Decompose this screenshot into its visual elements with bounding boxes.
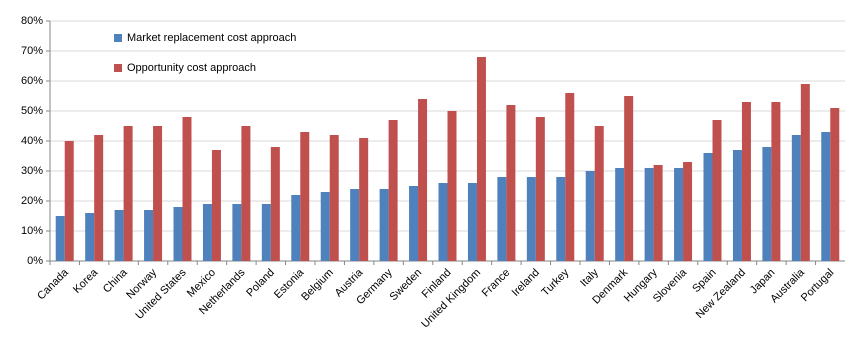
legend-swatch xyxy=(114,34,122,42)
x-tick-label: France xyxy=(480,267,513,300)
x-tick-label: Ireland xyxy=(510,267,542,299)
bar xyxy=(526,177,536,261)
bar xyxy=(741,102,751,261)
x-tick-label: Sweden xyxy=(388,267,425,304)
bar xyxy=(476,57,486,261)
bar xyxy=(585,171,595,261)
bar xyxy=(202,204,212,261)
bar xyxy=(379,189,389,261)
bar xyxy=(409,186,419,261)
bar xyxy=(467,183,477,261)
bar xyxy=(791,135,801,261)
y-tick-label: 50% xyxy=(21,105,43,117)
x-tick-label: Turkey xyxy=(539,266,571,298)
bar xyxy=(241,126,251,261)
bar xyxy=(173,207,183,261)
bar xyxy=(94,135,104,261)
bar xyxy=(211,150,221,261)
x-tick-label: Italy xyxy=(578,266,601,289)
bar xyxy=(683,162,693,261)
bar xyxy=(447,111,457,261)
y-tick-label: 10% xyxy=(21,225,43,237)
x-tick-label: Poland xyxy=(244,267,277,300)
bar xyxy=(64,141,74,261)
bar xyxy=(556,177,566,261)
bar xyxy=(771,102,781,261)
bar xyxy=(85,213,95,261)
y-tick-label: 60% xyxy=(21,75,43,87)
bar xyxy=(732,150,742,261)
bar xyxy=(800,84,810,261)
bar xyxy=(153,126,163,261)
bar xyxy=(506,105,516,261)
bar xyxy=(830,108,840,261)
legend-label: Opportunity cost approach xyxy=(127,62,256,74)
bar xyxy=(291,195,301,261)
bar xyxy=(712,120,722,261)
x-tick-label: Korea xyxy=(71,266,101,296)
bar xyxy=(438,183,448,261)
y-tick-label: 80% xyxy=(21,15,43,27)
legend-label: Market replacement cost approach xyxy=(127,32,296,44)
legend-swatch xyxy=(114,64,122,72)
bar xyxy=(350,189,360,261)
y-tick-label: 20% xyxy=(21,195,43,207)
y-tick-label: 70% xyxy=(21,45,43,57)
x-tick-label: Belgium xyxy=(299,267,336,304)
x-tick-label: Slovenia xyxy=(651,266,690,305)
y-tick-label: 30% xyxy=(21,165,43,177)
bar xyxy=(270,147,280,261)
bar xyxy=(535,117,545,261)
x-tick-label: Canada xyxy=(35,266,71,302)
bar xyxy=(55,216,65,261)
bar xyxy=(320,192,330,261)
x-tick-label: Portugal xyxy=(799,267,836,304)
y-tick-label: 40% xyxy=(21,135,43,147)
bar xyxy=(703,153,713,261)
bar xyxy=(123,126,133,261)
bar xyxy=(359,138,369,261)
bar xyxy=(144,210,154,261)
bar xyxy=(762,147,772,261)
bar xyxy=(821,132,831,261)
y-tick-label: 0% xyxy=(27,255,43,267)
bar xyxy=(594,126,604,261)
bar xyxy=(182,117,192,261)
bar xyxy=(232,204,242,261)
bar xyxy=(644,168,654,261)
bar xyxy=(329,135,339,261)
bar xyxy=(388,120,398,261)
bar xyxy=(114,210,124,261)
bar xyxy=(497,177,507,261)
bar xyxy=(565,93,575,261)
bar xyxy=(615,168,625,261)
bar xyxy=(653,165,663,261)
bar xyxy=(624,96,634,261)
bar xyxy=(418,99,428,261)
bar xyxy=(674,168,684,261)
bar xyxy=(261,204,271,261)
bar xyxy=(300,132,310,261)
